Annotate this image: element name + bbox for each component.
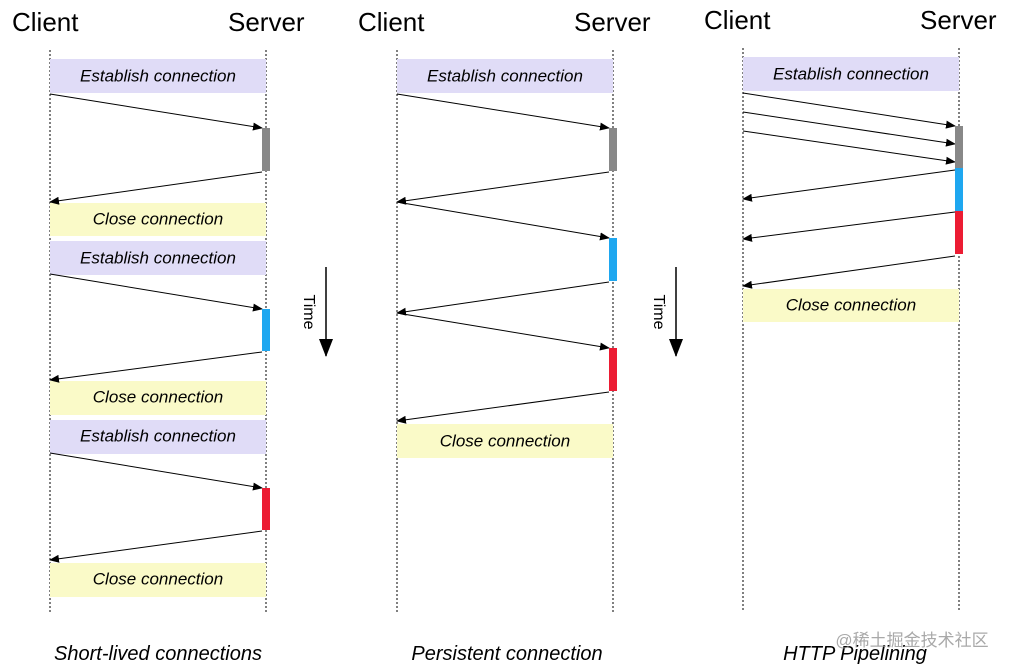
server-processing xyxy=(609,128,617,171)
request-arrow xyxy=(742,130,956,165)
response-arrow xyxy=(49,351,263,383)
panel-persistent: Client Server Establish connection Close… xyxy=(358,7,651,665)
response-arrow xyxy=(49,530,263,563)
box-label: Close connection xyxy=(93,569,223,588)
box-label: Establish connection xyxy=(773,64,929,83)
time-label: Time xyxy=(300,295,317,330)
establish-box xyxy=(50,59,266,93)
server-label: Server xyxy=(920,5,997,35)
box-label: Establish connection xyxy=(80,426,236,445)
server-processing xyxy=(262,309,270,351)
server-processing xyxy=(609,348,617,391)
response-arrow xyxy=(396,171,610,205)
close-box xyxy=(50,563,266,597)
server-processing xyxy=(955,211,963,254)
box-label: Establish connection xyxy=(80,248,236,267)
request-arrow xyxy=(396,312,610,351)
caption: HTTP Pipelining xyxy=(783,643,927,665)
panel-short-lived: Client Server Establish connection Close… xyxy=(12,7,305,665)
close-box xyxy=(50,203,266,236)
establish-box xyxy=(743,57,959,91)
box-label: Close connection xyxy=(93,387,223,406)
box-label: Establish connection xyxy=(427,66,583,85)
close-box xyxy=(50,381,266,415)
establish-box xyxy=(397,59,613,93)
panel-pipelining: Client Server Establish connection Close… xyxy=(704,5,997,665)
request-arrow xyxy=(49,452,263,491)
caption: Short-lived connections xyxy=(54,643,262,665)
request-arrow xyxy=(742,92,956,129)
response-arrow xyxy=(396,281,610,316)
time-label: Time xyxy=(650,295,667,330)
box-label: Close connection xyxy=(786,295,916,314)
request-arrow xyxy=(49,93,263,131)
response-arrow xyxy=(742,255,956,289)
server-label: Server xyxy=(228,7,305,37)
response-arrow xyxy=(49,171,263,205)
request-arrow xyxy=(742,111,956,147)
caption: Persistent connection xyxy=(411,643,602,665)
watermark: @稀土掘金技术社区 xyxy=(835,631,988,650)
server-processing xyxy=(955,168,963,211)
request-arrow xyxy=(396,201,610,241)
box-label: Establish connection xyxy=(80,66,236,85)
server-processing xyxy=(262,128,270,171)
server-processing xyxy=(609,238,617,281)
response-arrow xyxy=(742,169,956,202)
response-arrow xyxy=(742,211,956,242)
response-arrow xyxy=(396,391,610,424)
client-label: Client xyxy=(358,7,425,37)
server-processing xyxy=(955,126,963,168)
server-label: Server xyxy=(574,7,651,37)
box-label: Close connection xyxy=(440,431,570,450)
request-arrow xyxy=(396,93,610,131)
client-label: Client xyxy=(704,5,771,35)
box-label: Close connection xyxy=(93,209,223,228)
client-label: Client xyxy=(12,7,79,37)
establish-box xyxy=(50,420,266,454)
establish-box xyxy=(50,241,266,275)
request-arrow xyxy=(49,273,263,312)
server-processing xyxy=(262,488,270,530)
close-box xyxy=(743,289,959,322)
close-box xyxy=(397,424,613,458)
